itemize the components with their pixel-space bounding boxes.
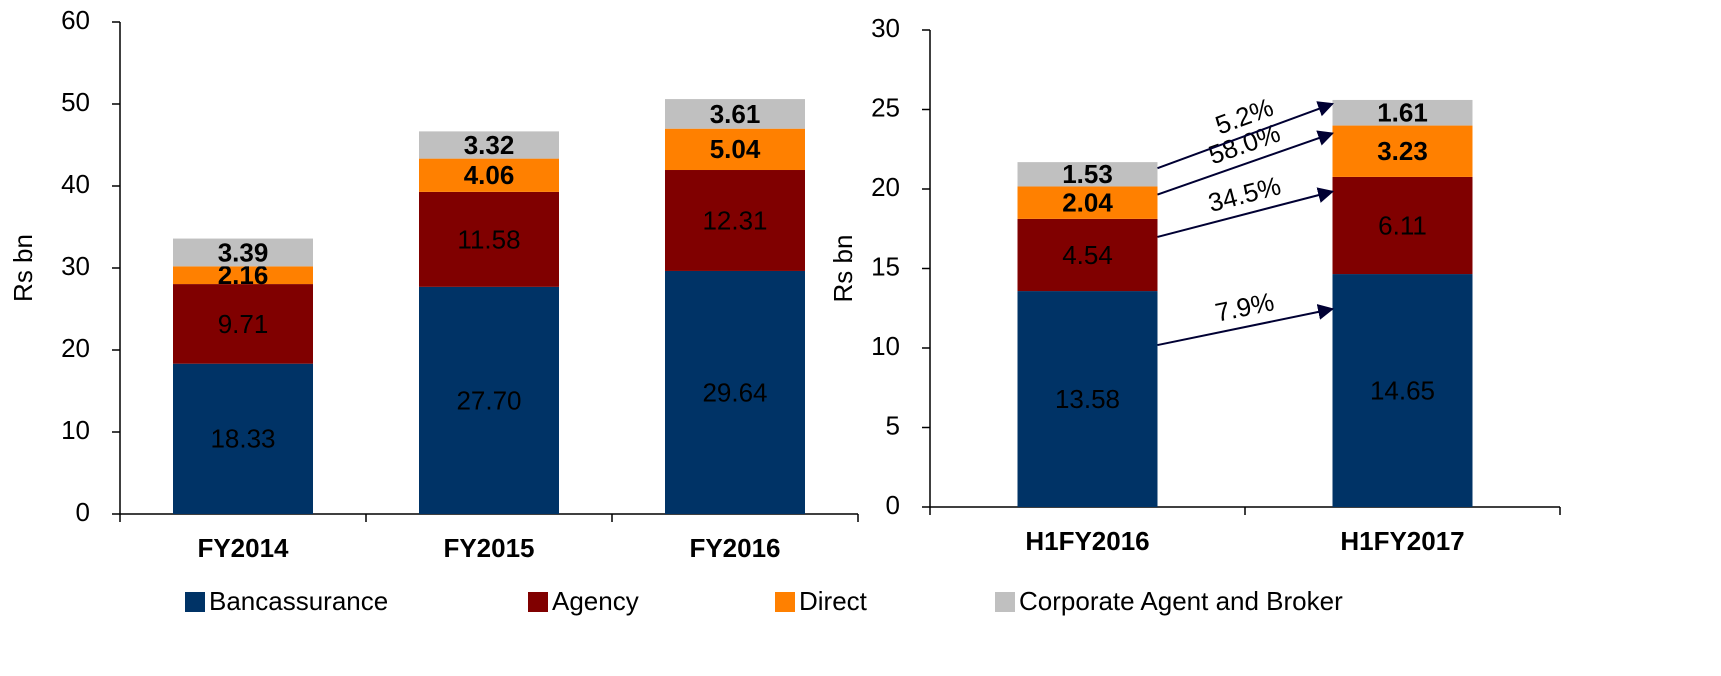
growth-arrow [1157, 101, 1335, 170]
bar-segment [665, 270, 805, 514]
value-label: 4.06 [464, 160, 515, 190]
bar-segment [1332, 274, 1473, 507]
bar-segment [665, 170, 805, 271]
legend-swatch [185, 592, 205, 612]
value-label: 4.54 [1062, 240, 1113, 270]
bar-segment [1332, 176, 1473, 275]
y-tick-label: 30 [871, 13, 900, 43]
legend-label: Corporate Agent and Broker [1019, 586, 1343, 616]
bar-segment [173, 363, 313, 514]
x-tick-label: FY2014 [197, 533, 289, 563]
y-tick-label: 0 [76, 497, 90, 527]
growth-arrow [1157, 187, 1335, 238]
value-label: 29.64 [702, 377, 767, 407]
bar-segment [1017, 291, 1158, 507]
growth-arrow [1157, 304, 1335, 347]
value-label: 11.58 [457, 224, 520, 254]
value-label: 6.11 [1378, 210, 1427, 240]
bar-segment [419, 191, 559, 287]
bar-segment [173, 284, 313, 364]
bar-segment [419, 131, 559, 159]
x-tick-label: FY2016 [689, 533, 780, 563]
value-label: 3.32 [464, 130, 515, 160]
y-tick-label: 20 [871, 172, 900, 202]
y-axis-label: Rs bn [8, 234, 38, 302]
bar-segment [173, 238, 313, 267]
value-label: 5.04 [710, 134, 761, 164]
x-tick-label: H1FY2016 [1025, 526, 1149, 556]
growth-label: 7.9% [1213, 286, 1277, 327]
value-label: 14.65 [1370, 375, 1435, 405]
bar-segment [665, 128, 805, 171]
y-tick-label: 30 [61, 251, 90, 281]
y-tick-label: 25 [871, 92, 900, 122]
value-label: 1.61 [1377, 98, 1428, 128]
growth-arrow [1157, 130, 1335, 196]
bar-segment [419, 158, 559, 192]
value-label: 3.23 [1377, 136, 1428, 166]
value-label: 3.61 [710, 99, 761, 129]
y-tick-label: 10 [871, 331, 900, 361]
legend-swatch [995, 592, 1015, 612]
y-axis-label: Rs bn [828, 235, 858, 303]
legend-swatch [528, 592, 548, 612]
value-label: 3.39 [218, 237, 269, 267]
legend-swatch [775, 592, 795, 612]
y-tick-label: 15 [871, 251, 900, 281]
bar-segment [1332, 125, 1473, 177]
bar-segment [1332, 99, 1473, 126]
value-label: 2.04 [1062, 188, 1113, 218]
bar-segment [419, 286, 559, 514]
value-label: 12.31 [702, 205, 767, 235]
growth-label: 34.5% [1205, 170, 1284, 218]
y-tick-label: 10 [61, 415, 90, 445]
y-tick-label: 20 [61, 333, 90, 363]
y-tick-label: 5 [886, 410, 900, 440]
y-tick-label: 50 [61, 87, 90, 117]
value-label: 9.71 [218, 309, 269, 339]
legend-label: Bancassurance [209, 586, 388, 616]
x-tick-label: FY2015 [443, 533, 534, 563]
value-label: 27.70 [456, 385, 521, 415]
bar-segment [1017, 186, 1158, 219]
value-label: 18.33 [210, 424, 275, 454]
y-tick-label: 40 [61, 169, 90, 199]
value-label: 1.53 [1062, 159, 1113, 189]
legend-label: Direct [799, 586, 868, 616]
y-tick-label: 0 [886, 490, 900, 520]
bar-segment [173, 266, 313, 285]
bar-segment [1017, 218, 1158, 292]
legend-label: Agency [552, 586, 639, 616]
y-tick-label: 60 [61, 5, 90, 35]
bar-segment [665, 99, 805, 129]
bar-segment [1017, 162, 1158, 187]
x-tick-label: H1FY2017 [1340, 526, 1464, 556]
value-label: 13.58 [1055, 384, 1120, 414]
